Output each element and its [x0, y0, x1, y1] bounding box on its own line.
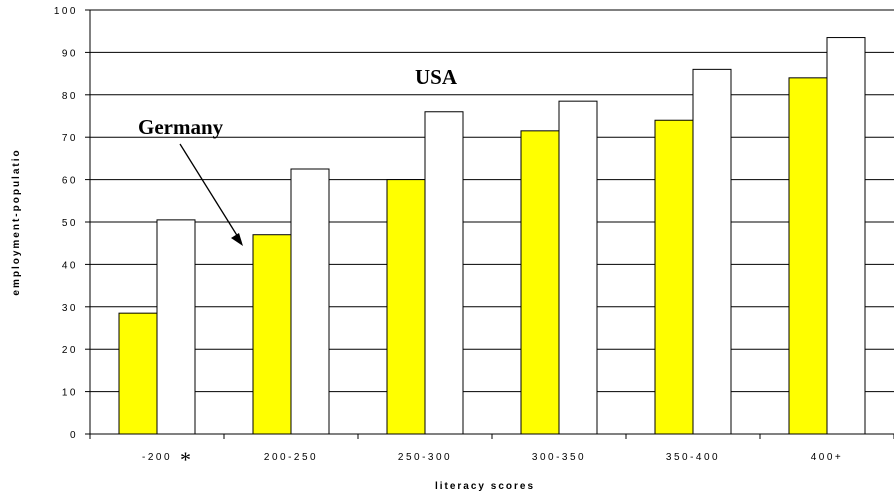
bar-germany-1 [252, 234, 292, 435]
y-tick-labels: 0 10 20 30 40 50 60 70 80 90 100 [54, 6, 78, 441]
x-tick-label: -200 [142, 452, 172, 463]
y-tick-label: 20 [62, 345, 78, 356]
y-tick-label: 90 [62, 48, 78, 59]
x-tick-label: 350-400 [666, 452, 720, 463]
y-tick-label: 30 [62, 303, 78, 314]
bar-usa-4 [692, 68, 732, 435]
y-tick-label: 0 [70, 430, 78, 441]
x-tick-label: 300-350 [532, 452, 586, 463]
y-tick-label: 50 [62, 218, 78, 229]
germany-annotation: Germany [138, 115, 224, 139]
germany-arrow [179, 143, 243, 246]
bar-germany-4 [654, 119, 694, 435]
bar-germany-0 [118, 312, 158, 435]
bar-usa-2 [424, 111, 464, 435]
y-tick-label: 40 [62, 260, 78, 271]
y-tick-label: 60 [62, 176, 78, 187]
usa-annotation: USA [415, 65, 458, 89]
y-tick-label: 70 [62, 133, 78, 144]
bar-usa-3 [558, 100, 598, 435]
bar-germany-3 [520, 130, 560, 435]
y-tick-label: 80 [62, 91, 78, 102]
y-tick-label: 10 [62, 388, 78, 399]
axes [85, 9, 894, 439]
x-tick-label: 200-250 [264, 452, 318, 463]
bars [118, 37, 866, 435]
gridlines [90, 9, 894, 393]
x-tick-label: 250-300 [398, 452, 452, 463]
bar-germany-5 [788, 77, 828, 435]
bar-usa-5 [826, 37, 866, 435]
bar-usa-1 [290, 168, 330, 435]
x-axis-title: literacy scores [435, 481, 535, 492]
x-tick-label: 400+ [811, 452, 844, 463]
bar-usa-0 [156, 219, 196, 435]
y-tick-label: 100 [54, 6, 78, 17]
bar-germany-2 [386, 179, 426, 435]
asterisk-marker: * [180, 447, 191, 472]
x-tick-labels: -200 200-250 250-300 300-350 350-400 400+ [142, 452, 844, 463]
y-axis-title: employment-populatio [11, 148, 22, 295]
